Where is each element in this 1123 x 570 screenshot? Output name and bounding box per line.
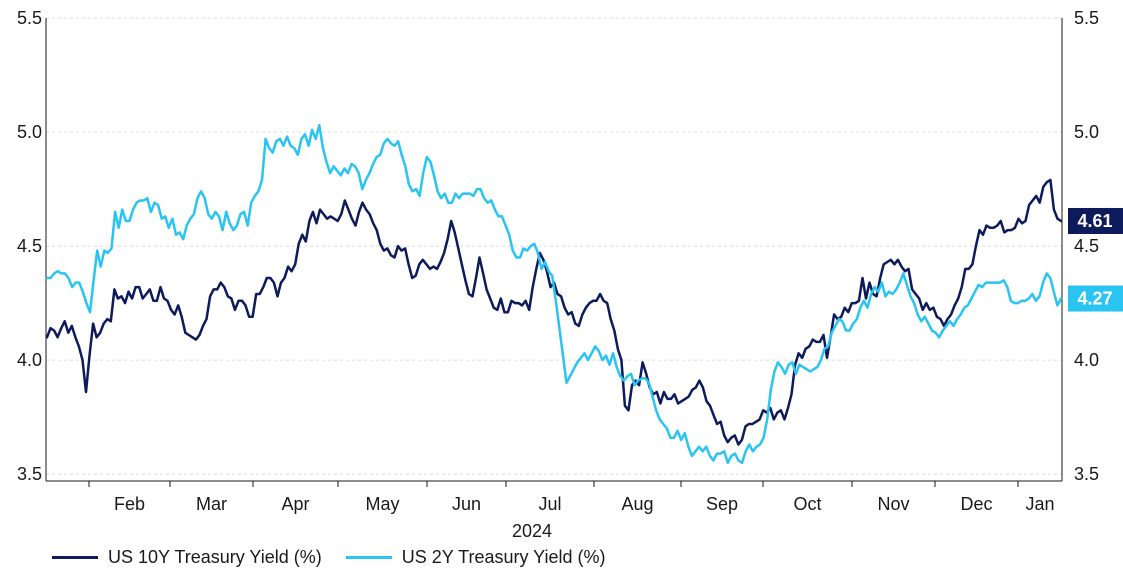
- y-tick-label-left: 5.0: [17, 122, 42, 142]
- y-tick-label-left: 4.0: [17, 350, 42, 370]
- y-tick-label-left: 3.5: [17, 464, 42, 484]
- end-label-10y: 4.61: [1077, 211, 1112, 231]
- y-tick-label-right: 5.0: [1074, 122, 1099, 142]
- x-tick-label: Oct: [793, 494, 821, 514]
- end-label-box-2y: [1068, 285, 1123, 312]
- legend-label-2y: US 2Y Treasury Yield (%): [401, 546, 606, 567]
- tick-labels: 3.5 3.5 4.0 4.0 4.5 4.5 5.0 5.0 5.5 5.5 Feb Mar Apr M…: [17, 8, 1123, 514]
- series-lines: [45, 123, 1063, 465]
- legend-item-2y: US 2Y Treasury Yield (%): [345, 546, 606, 568]
- x-tick-label: Dec: [960, 494, 992, 514]
- yield-chart: 3.5 3.5 4.0 4.0 4.5 4.5 5.0 5.0 5.5 5.5 Feb Mar Apr M…: [17, 8, 1123, 541]
- end-label-2y: 4.27: [1077, 289, 1112, 309]
- x-tick-label: Sep: [706, 494, 738, 514]
- x-axis-label: 2024: [512, 521, 552, 541]
- gridlines: [46, 17, 1062, 475]
- legend-item-10y: US 10Y Treasury Yield (%): [52, 547, 322, 568]
- y-tick-label-left: 4.5: [17, 236, 42, 256]
- series-line-2y: [45, 123, 1063, 465]
- x-tick-label: May: [365, 494, 399, 514]
- x-tick-label: Jan: [1025, 494, 1054, 514]
- legend-label-10y: US 10Y Treasury Yield (%): [108, 546, 322, 567]
- x-tick-label: Nov: [877, 494, 909, 514]
- legend: US 10Y Treasury Yield (%) US 2Y Treasury…: [52, 546, 630, 568]
- legend-swatch-10y: [52, 555, 98, 559]
- x-tick-label: Feb: [114, 494, 145, 514]
- series-line-10y: [45, 178, 1063, 446]
- axes: [45, 18, 1063, 487]
- x-tick-label: Mar: [196, 494, 227, 514]
- x-tick-label: Jul: [538, 494, 561, 514]
- x-tick-label: Jun: [452, 494, 481, 514]
- y-tick-label-right: 3.5: [1074, 464, 1099, 484]
- y-tick-label-left: 5.5: [17, 8, 42, 28]
- x-tick-label: Aug: [621, 494, 653, 514]
- end-label-box-10y: [1068, 207, 1123, 234]
- y-tick-label-right: 5.5: [1074, 8, 1099, 28]
- y-tick-label-right: 4.5: [1074, 236, 1099, 256]
- x-tick-label: Apr: [281, 494, 309, 514]
- y-tick-label-right: 4.0: [1074, 350, 1099, 370]
- legend-swatch-2y: [345, 555, 392, 559]
